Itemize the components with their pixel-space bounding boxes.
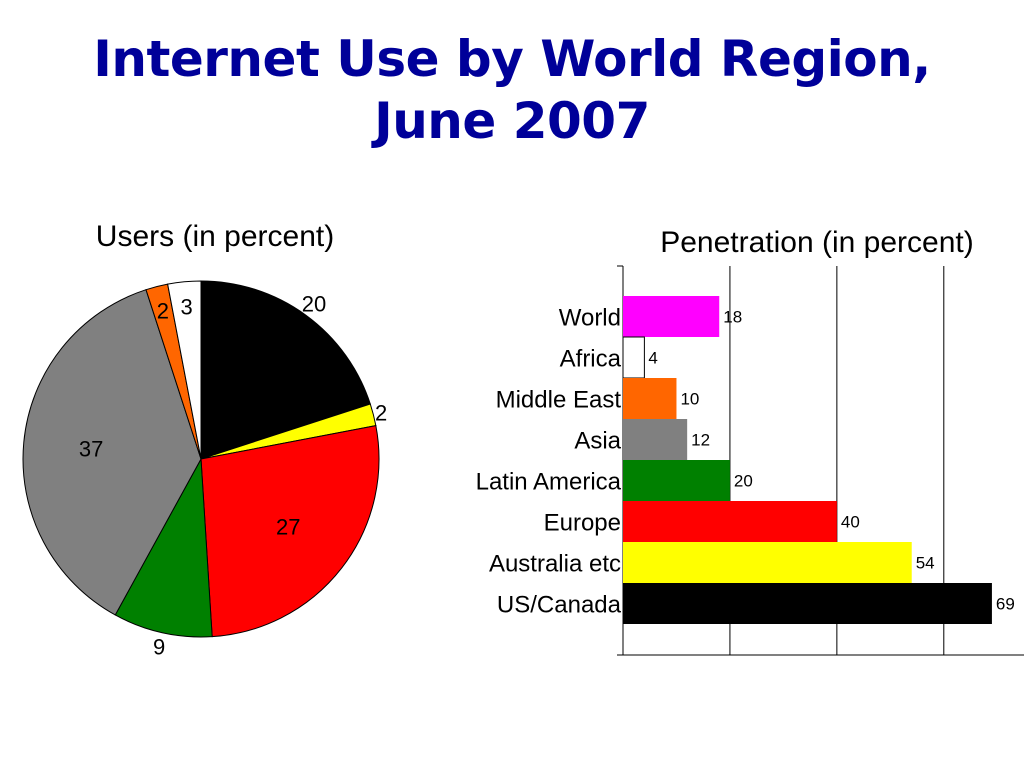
bar-value-europe: 40 — [841, 513, 860, 532]
page-title-line-1: Internet Use by World Region, — [93, 30, 931, 88]
bar-africa — [622, 336, 645, 379]
pie-slice-asia — [22, 289, 202, 616]
bar-value-world: 18 — [723, 308, 742, 327]
page-title: Internet Use by World Region, June 2007 — [0, 28, 1024, 152]
pie-label-us-canada: 20 — [302, 291, 326, 316]
bar-australia-etc — [623, 542, 912, 583]
bar-category-africa: Africa — [560, 346, 622, 373]
pie-chart-title: Users (in percent) — [95, 220, 335, 253]
bar-category-middle-east: Middle East — [496, 387, 622, 414]
bar-value-australia-etc: 54 — [916, 554, 935, 573]
bar-value-us-canada: 69 — [996, 595, 1015, 614]
bar-category-australia-etc: Australia etc — [489, 551, 621, 578]
bar-us-canada — [623, 583, 992, 624]
bar-latin-america — [623, 460, 730, 501]
bar-chart-title: Penetration (in percent) — [660, 226, 974, 259]
page-title-line-2: June 2007 — [374, 92, 650, 150]
pie-slice-us-canada — [200, 280, 371, 460]
bar-asia — [623, 419, 688, 460]
pie-slice-latin-america — [114, 457, 213, 638]
bar-world — [623, 296, 720, 337]
pie-label-europe: 27 — [276, 515, 300, 540]
bar-category-asia: Asia — [574, 428, 621, 455]
bar-value-latin-america: 20 — [734, 472, 753, 491]
pie-label-asia: 37 — [79, 437, 103, 462]
pie-slice-africa — [167, 280, 202, 460]
bar-middle-east — [623, 378, 677, 419]
pie-label-australia-etc: 2 — [375, 401, 387, 426]
bar-category-europe: Europe — [544, 510, 621, 537]
bar-value-africa: 4 — [648, 349, 657, 368]
bar-europe — [623, 501, 837, 542]
bar-category-us-canada: US/Canada — [497, 592, 622, 619]
bar-value-middle-east: 10 — [680, 390, 699, 409]
pie-label-middle-east: 2 — [157, 299, 169, 324]
bar-value-asia: 12 — [691, 431, 710, 450]
pie-label-latin-america: 9 — [153, 635, 165, 660]
pie-label-africa: 3 — [180, 295, 192, 320]
bar-category-world: World — [559, 305, 621, 332]
bar-category-latin-america: Latin America — [476, 469, 622, 496]
pie-slice-europe — [200, 425, 380, 638]
